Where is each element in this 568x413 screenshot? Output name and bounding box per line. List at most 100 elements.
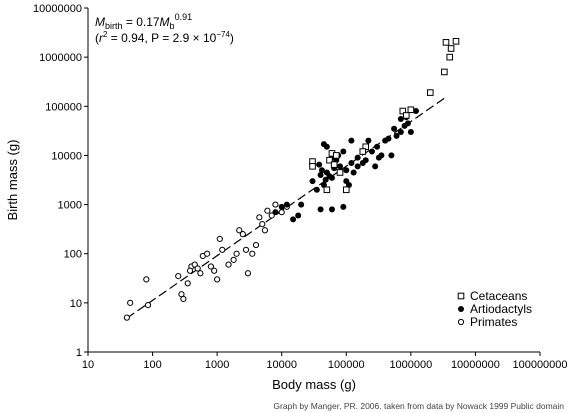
y-tick-label: 1: [76, 347, 82, 359]
x-tick-label: 1000000: [389, 359, 432, 371]
y-tick-label: 10000: [51, 150, 82, 162]
artiodactyls-point: [354, 154, 361, 161]
primates-point: [216, 235, 223, 243]
legend-label-primates: Primates: [470, 315, 517, 329]
primates-point: [225, 261, 232, 268]
x-tick-label: 10: [82, 359, 94, 371]
primates-point: [249, 250, 256, 257]
y-tick-label: 100: [64, 249, 82, 261]
y-tick-label: 1000: [58, 200, 82, 212]
y-axis-label: Birth mass (g): [5, 140, 20, 221]
primates-point: [197, 270, 204, 277]
image-credit: Graph by Manger, PR. 2006. taken from da…: [273, 401, 564, 411]
artiodactyls-point: [348, 160, 355, 167]
legend-marker-cetaceans: [457, 292, 465, 300]
primates-point: [194, 265, 201, 272]
primates-point: [144, 302, 152, 309]
artiodactyls-point: [340, 148, 347, 155]
primates-point: [259, 221, 266, 228]
primates-point: [233, 250, 240, 257]
primates-point: [230, 256, 237, 263]
cetaceans-point: [402, 112, 410, 119]
primates-point: [278, 209, 285, 216]
artiodactyls-point: [283, 201, 290, 208]
artiodactyls-point: [272, 209, 279, 216]
primates-point: [175, 273, 182, 280]
primates-point: [261, 227, 269, 234]
artiodactyls-point: [350, 169, 357, 176]
primates-point: [186, 267, 194, 274]
stats-annotation: (r2 = 0.94, P = 2.9 × 10−74): [95, 30, 234, 45]
cetaceans-point: [407, 106, 415, 114]
artiodactyls-point: [407, 128, 414, 135]
data-points: [123, 38, 460, 321]
artiodactyls-point: [278, 203, 285, 210]
primates-point: [264, 207, 271, 214]
primates-point: [242, 246, 250, 253]
artiodactyls-point: [340, 203, 347, 210]
primates-point: [268, 212, 275, 219]
primates-point: [236, 227, 243, 234]
primates-point: [143, 276, 150, 283]
cetaceans-point: [342, 186, 350, 194]
primates-point: [127, 299, 134, 306]
cetaceans-point: [309, 163, 316, 170]
artiodactyls-point: [348, 137, 355, 144]
y-tick-label: 1000000: [39, 52, 82, 64]
x-axis-label: Body mass (g): [272, 377, 356, 392]
cetaceans-point: [336, 169, 344, 176]
artiodactyls-point: [375, 154, 382, 161]
artiodactyls-point: [397, 116, 404, 123]
artiodactyls-point: [298, 201, 305, 208]
legend-marker-primates: [457, 318, 465, 326]
cetaceans-point: [323, 186, 331, 194]
artiodactyls-point: [397, 128, 404, 135]
artiodactyls-point: [322, 176, 329, 183]
cetaceans-point: [442, 39, 450, 46]
artiodactyls-point: [388, 152, 395, 159]
primates-point: [184, 280, 191, 287]
artiodactyls-point: [359, 160, 366, 167]
cetaceans-point: [330, 161, 338, 168]
cetaceans-point: [359, 148, 367, 155]
cetaceans-point: [332, 152, 340, 159]
y-tick-label: 100000: [45, 101, 82, 113]
artiodactyls-point: [391, 125, 398, 132]
x-tick-label: 100000: [328, 359, 365, 371]
artiodactyls-point: [318, 167, 325, 174]
cetaceans-point: [446, 53, 454, 61]
legend-marker-artiodactyls: [458, 306, 464, 312]
primates-point: [272, 201, 279, 208]
cetaceans-point: [441, 68, 448, 76]
artiodactyls-point: [343, 167, 350, 174]
primates-point: [256, 214, 263, 221]
primates-point: [214, 276, 221, 283]
cetaceans-point: [447, 45, 455, 52]
cetaceans-point: [426, 89, 434, 96]
artiodactyls-point: [393, 132, 400, 139]
primates-point: [207, 263, 214, 270]
primates-point: [252, 241, 260, 249]
primates-point: [180, 295, 187, 303]
y-tick-label: 10000000: [33, 3, 82, 15]
legend-label-cetaceans: Cetaceans: [470, 289, 527, 303]
artiodactyls-point: [374, 143, 381, 150]
artiodactyls-point: [309, 178, 316, 185]
x-tick-label: 10000: [266, 359, 297, 371]
primates-point: [219, 246, 226, 253]
artiodactyls-point: [372, 163, 379, 170]
artiodactyls-point: [365, 137, 372, 144]
cetaceans-point: [452, 38, 460, 45]
artiodactyls-point: [326, 173, 333, 180]
y-tick-label: 10: [70, 298, 82, 310]
legend-label-artiodactyls: Artiodactyls: [470, 302, 532, 316]
artiodactyls-point: [317, 171, 324, 178]
artiodactyls-point: [385, 135, 392, 142]
artiodactyls-point: [328, 206, 335, 213]
x-tick-label: 100: [143, 359, 161, 371]
artiodactyls-point: [337, 163, 344, 170]
equation-annotation: Mbirth = 0.17Mb0.91: [95, 12, 192, 31]
x-tick-label: 10000000: [451, 359, 500, 371]
primates-point: [239, 231, 246, 238]
